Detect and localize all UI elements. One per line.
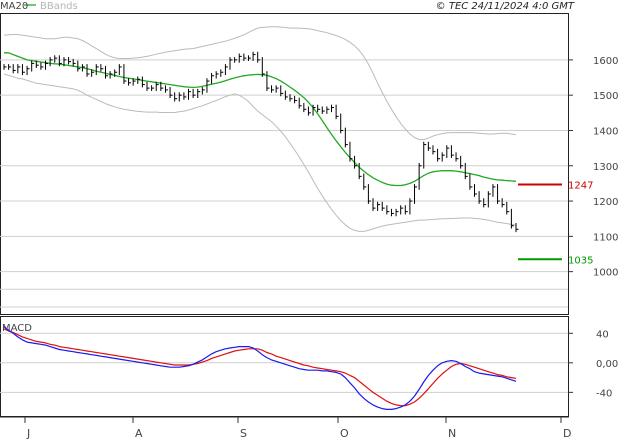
macd-panel-frame: [0, 316, 569, 417]
macd-line: [3, 326, 517, 410]
x-tick-label: S: [240, 427, 247, 440]
price-levels: 1247 1035: [518, 180, 593, 266]
bbands-upper-line: [3, 26, 517, 141]
signal-line: [3, 328, 517, 407]
price-y-tick-label: 1000: [593, 268, 618, 279]
x-tick-label: J: [26, 427, 30, 440]
macd-y-tick-label: 40: [596, 329, 609, 340]
macd-plot: [3, 326, 517, 410]
macd-grid: [0, 332, 568, 393]
ma-legend-label: MA20: [0, 1, 28, 12]
price-y-tick-label: 1500: [593, 91, 618, 102]
level-label-support: 1035: [568, 255, 593, 266]
x-tick-label: N: [448, 427, 456, 440]
macd-title: MACD: [2, 323, 32, 334]
price-plot: [3, 26, 519, 233]
x-tick-label: O: [340, 427, 349, 440]
bbands-lower-line: [3, 73, 517, 232]
macd-y-tick-label: -40: [596, 388, 612, 399]
price-panel: 1000 1100 1200 1300 1400 1500 1600 1247 1035: [0, 13, 618, 315]
price-y-tick-label: 1200: [593, 197, 618, 208]
bbands-legend-label: BBands: [40, 1, 78, 12]
price-y-ticks: 1000 1100 1200 1300 1400 1500 1600: [568, 56, 618, 279]
ma20-line: [4, 52, 517, 187]
x-tick-label: A: [135, 427, 143, 440]
price-y-tick-label: 1100: [593, 232, 618, 243]
price-y-tick-label: 1400: [593, 126, 618, 137]
price-panel-frame: [0, 13, 569, 315]
price-grid: [0, 59, 568, 308]
macd-y-ticks: 40 0,00 -40: [568, 329, 618, 399]
legend: MA20 BBands: [0, 1, 78, 12]
macd-panel: MACD 40 0,00 -40: [0, 316, 618, 417]
macd-y-tick-label: 0,00: [596, 359, 618, 370]
copyright-label: © TEC 24/11/2024 4:0 GMT: [436, 1, 575, 12]
price-y-tick-label: 1300: [593, 162, 618, 173]
level-label-resistance: 1247: [568, 180, 593, 191]
x-tick-label: D: [563, 427, 571, 440]
price-y-tick-label: 1600: [593, 56, 618, 67]
